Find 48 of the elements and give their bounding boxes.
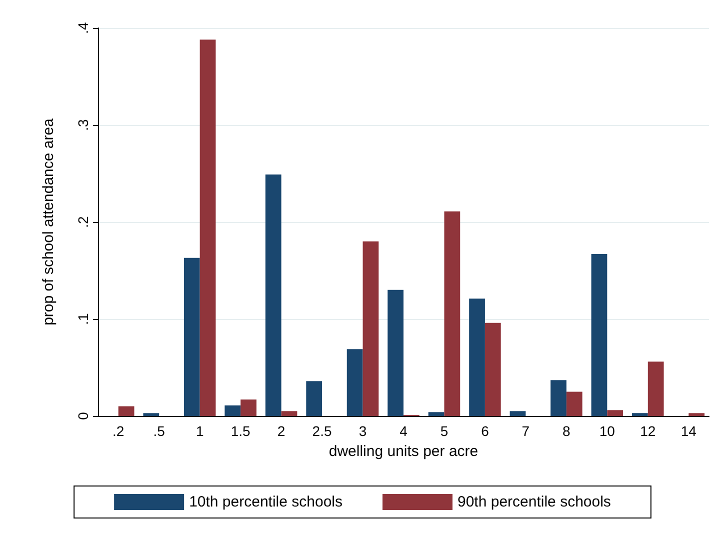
bar: [632, 413, 648, 416]
bar: [688, 413, 705, 416]
x-tick-label: 10: [599, 423, 616, 439]
y-tick-label: .1: [75, 312, 91, 325]
bar: [510, 411, 526, 416]
y-tick-label: .2: [75, 216, 91, 228]
bar: [306, 381, 322, 416]
x-tick-label: 1: [196, 423, 204, 439]
bar: [346, 349, 363, 416]
x-tick-label: 6: [481, 423, 490, 439]
bar: [444, 211, 460, 416]
x-tick-label: 8: [562, 423, 571, 439]
x-tick-label: 5: [440, 423, 448, 439]
y-axis-title: prop of school attendance area: [40, 118, 57, 326]
bar: [184, 258, 200, 416]
x-tick-label: .5: [153, 423, 166, 439]
bar: [240, 400, 256, 416]
x-tick-label: .2: [112, 423, 124, 439]
bar: [428, 412, 444, 416]
bar: [388, 290, 404, 416]
bar: [484, 322, 501, 416]
bar: [550, 380, 566, 416]
bar: [224, 405, 241, 416]
y-tick-label: .3: [75, 118, 91, 131]
x-tick-label: 4: [400, 423, 408, 439]
bar: [281, 411, 298, 416]
bar: [362, 241, 379, 416]
legend-label: 90th percentile schools: [458, 494, 611, 510]
bar: [648, 362, 664, 416]
x-tick-label: 14: [680, 423, 697, 439]
bar: [607, 410, 624, 416]
x-tick-label: 2: [277, 423, 286, 439]
bar: [200, 40, 216, 416]
y-tick-label: .4: [75, 22, 91, 34]
bar: [118, 406, 134, 416]
x-tick-label: 1.5: [230, 423, 251, 439]
bar: [469, 298, 485, 416]
x-tick-label: 2.5: [312, 423, 332, 439]
bar: [566, 392, 582, 416]
x-tick-label: 7: [522, 423, 530, 439]
bar: [143, 413, 160, 416]
x-tick-label: 12: [640, 423, 656, 439]
x-tick-label: 3: [358, 423, 367, 439]
bar: [591, 254, 608, 416]
bar: [265, 174, 282, 416]
legend-label: 10th percentile schools: [189, 494, 343, 510]
y-tick-label: 0: [75, 412, 91, 420]
x-axis-title: dwelling units per acre: [328, 443, 478, 460]
